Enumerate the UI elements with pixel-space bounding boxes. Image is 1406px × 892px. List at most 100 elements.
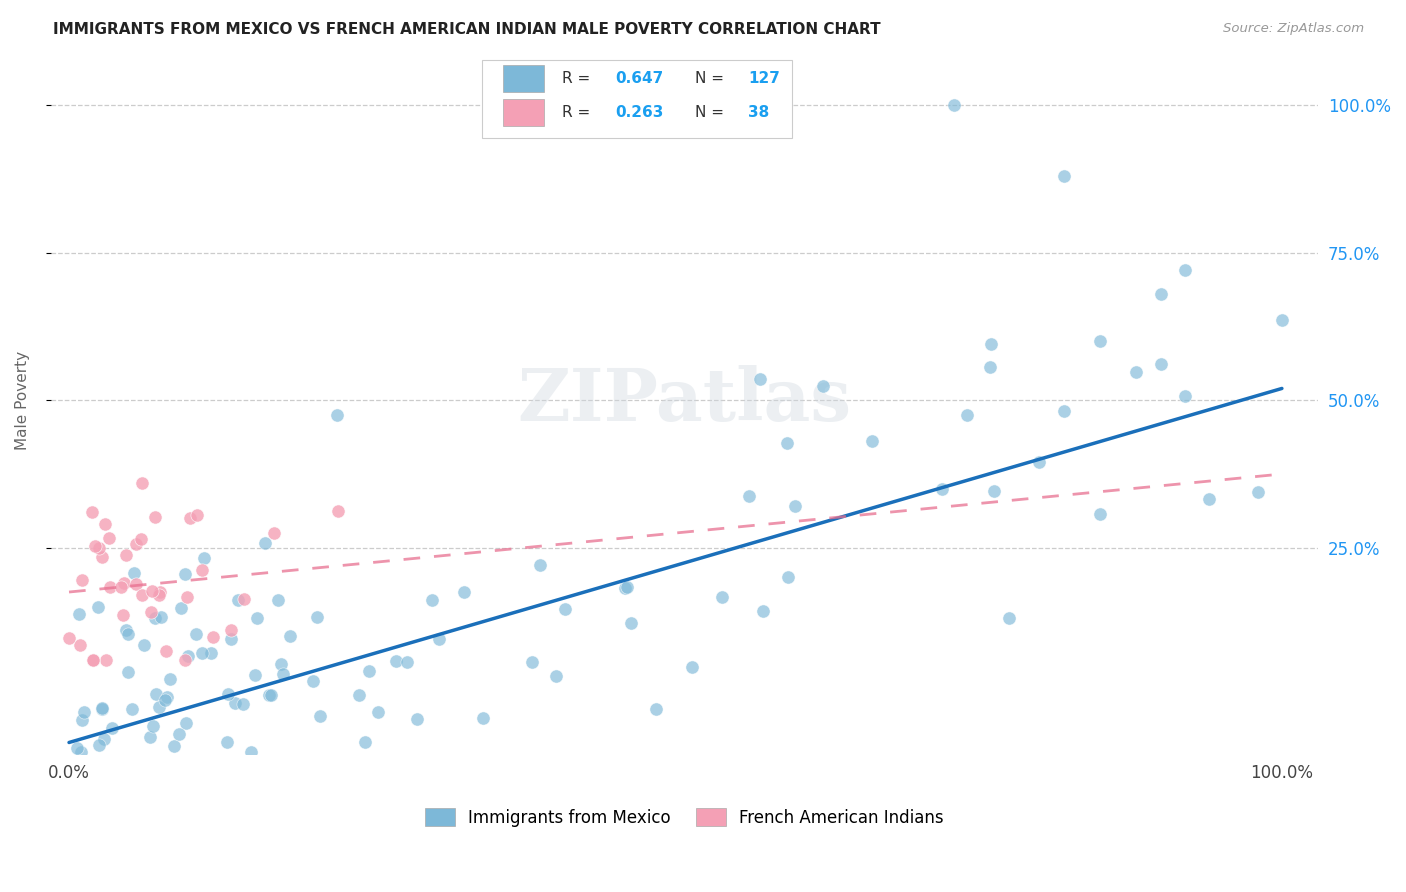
Point <box>1271 313 1294 327</box>
Point <box>681 659 703 673</box>
Point <box>110 777 132 791</box>
Point <box>110 580 132 594</box>
Point <box>385 654 408 668</box>
Point <box>156 690 179 705</box>
Point <box>143 611 166 625</box>
Point <box>1149 357 1171 371</box>
Point <box>207 777 229 791</box>
Point <box>148 588 170 602</box>
Bar <box>503 99 544 127</box>
Point <box>232 697 254 711</box>
Point <box>179 511 201 525</box>
Point <box>776 435 799 450</box>
Point <box>112 777 135 791</box>
Point <box>167 726 190 740</box>
Point <box>396 655 419 669</box>
Point <box>159 672 181 686</box>
Point <box>738 489 761 503</box>
Point <box>75 760 97 774</box>
Point <box>453 585 475 599</box>
Point <box>980 337 1002 351</box>
Point <box>546 669 568 683</box>
Point <box>145 687 167 701</box>
Point <box>209 768 232 782</box>
Point <box>1174 263 1197 277</box>
Point <box>184 627 207 641</box>
Point <box>201 630 224 644</box>
Point <box>217 687 239 701</box>
Point <box>73 705 96 719</box>
Point <box>145 510 167 524</box>
Point <box>997 611 1019 625</box>
Point <box>124 577 146 591</box>
Point <box>257 688 280 702</box>
Point <box>193 550 215 565</box>
Point <box>860 434 883 449</box>
Point <box>219 624 242 638</box>
Point <box>931 482 953 496</box>
Point <box>285 759 308 773</box>
Text: N =: N = <box>695 105 728 120</box>
Point <box>748 372 770 386</box>
Point <box>141 584 163 599</box>
Point <box>111 607 134 622</box>
Text: 0.263: 0.263 <box>614 105 664 120</box>
Point <box>620 615 643 630</box>
Point <box>193 777 215 791</box>
Point <box>87 599 110 614</box>
Point <box>186 508 208 522</box>
Point <box>1198 491 1220 506</box>
Point <box>783 499 806 513</box>
Point <box>173 653 195 667</box>
Point <box>349 688 371 702</box>
Point <box>91 777 114 791</box>
Point <box>191 563 214 577</box>
Point <box>84 539 107 553</box>
Point <box>160 760 183 774</box>
Point <box>1052 403 1074 417</box>
Point <box>259 689 281 703</box>
Point <box>93 777 115 791</box>
Point <box>131 475 153 490</box>
Point <box>271 666 294 681</box>
Point <box>240 745 263 759</box>
Point <box>613 581 636 595</box>
Point <box>69 638 91 652</box>
FancyBboxPatch shape <box>482 61 793 138</box>
Point <box>96 653 118 667</box>
Point <box>139 731 162 745</box>
Point <box>983 483 1005 498</box>
Point <box>1149 287 1171 301</box>
Point <box>302 673 325 688</box>
Point <box>90 702 112 716</box>
Point <box>263 526 285 541</box>
Point <box>124 536 146 550</box>
Text: IMMIGRANTS FROM MEXICO VS FRENCH AMERICAN INDIAN MALE POVERTY CORRELATION CHART: IMMIGRANTS FROM MEXICO VS FRENCH AMERICA… <box>53 22 882 37</box>
Text: R =: R = <box>561 105 595 120</box>
Point <box>117 665 139 680</box>
Point <box>405 713 427 727</box>
Point <box>307 609 329 624</box>
Point <box>174 715 197 730</box>
Text: Source: ZipAtlas.com: Source: ZipAtlas.com <box>1223 22 1364 36</box>
Point <box>93 731 115 746</box>
Point <box>353 735 375 749</box>
Point <box>149 585 172 599</box>
Point <box>751 604 773 618</box>
Point <box>124 777 146 791</box>
Point <box>246 611 269 625</box>
Point <box>117 627 139 641</box>
Point <box>167 765 190 780</box>
Point <box>270 657 292 671</box>
Point <box>359 664 381 678</box>
Point <box>87 739 110 753</box>
Point <box>122 566 145 580</box>
Point <box>149 609 172 624</box>
Point <box>65 741 87 756</box>
Point <box>87 541 110 556</box>
Point <box>80 505 103 519</box>
Point <box>115 549 138 563</box>
Point <box>70 713 93 727</box>
Point <box>1125 366 1147 380</box>
Bar <box>503 65 544 92</box>
